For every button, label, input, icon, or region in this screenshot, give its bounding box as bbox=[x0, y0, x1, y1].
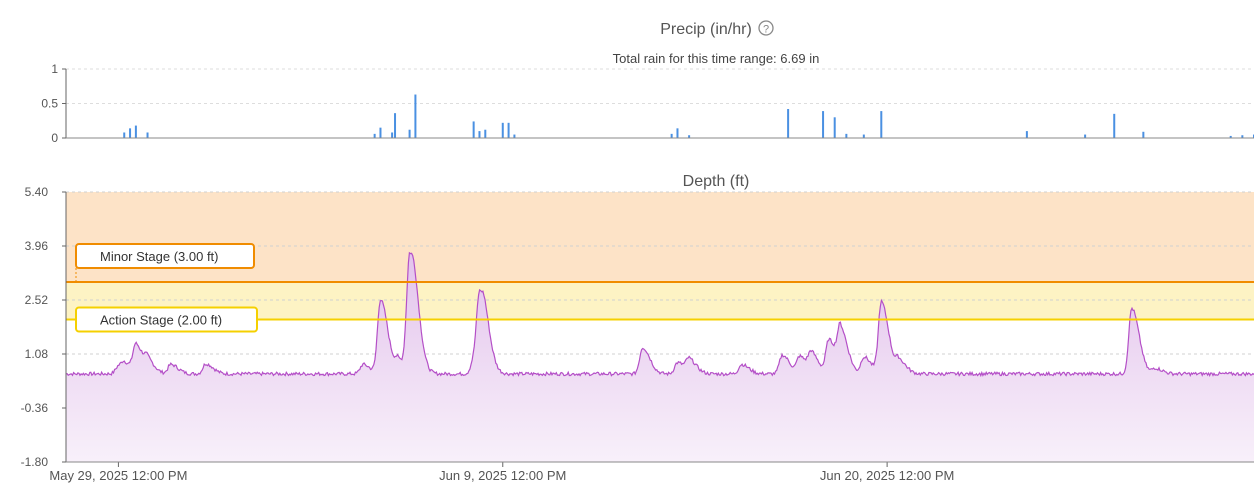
precip-bar bbox=[862, 134, 865, 138]
precip-bar bbox=[134, 125, 137, 138]
depth-y-axis: -1.80 -0.36 1.08 2.52 3.96 5.40 bbox=[21, 185, 66, 469]
depth-y-tick-label: -0.36 bbox=[21, 401, 49, 415]
depth-series-line bbox=[65, 251, 1254, 378]
minor-stage-label-frame bbox=[75, 243, 255, 269]
precip-bar bbox=[129, 128, 132, 138]
precip-bar bbox=[391, 132, 394, 138]
precip-chart: Precip (in/hr) ? Total rain for this tim… bbox=[41, 20, 1254, 145]
depth-area-fill bbox=[66, 252, 1254, 462]
precip-y-tick-label: 1 bbox=[51, 62, 58, 76]
precip-bar bbox=[373, 133, 376, 138]
precip-bar bbox=[1229, 135, 1232, 138]
precip-bar bbox=[822, 111, 825, 138]
depth-x-tick-label: Jun 20, 2025 12:00 PM bbox=[820, 468, 954, 483]
precip-bar bbox=[676, 128, 679, 138]
precip-bar bbox=[880, 111, 883, 138]
precip-bar bbox=[845, 133, 848, 138]
help-icon-glyph: ? bbox=[763, 24, 769, 36]
precip-bar bbox=[1142, 131, 1145, 138]
action-stage-label-frame bbox=[75, 306, 258, 333]
precip-bar bbox=[1025, 131, 1028, 138]
precip-grid bbox=[66, 68, 1254, 104]
depth-y-tick-label: 1.08 bbox=[25, 347, 49, 361]
depth-y-tick-label: 2.52 bbox=[25, 293, 49, 307]
precip-bar bbox=[472, 121, 475, 138]
stage-lines: Minor Stage (3.00 ft) Action Stage (2.00 … bbox=[66, 243, 1254, 333]
help-icon[interactable]: ? bbox=[758, 20, 774, 36]
precip-y-axis: 00.51 bbox=[41, 62, 66, 145]
depth-x-tick-label: Jun 9, 2025 12:00 PM bbox=[439, 468, 566, 483]
precip-y-tick-label: 0 bbox=[51, 131, 58, 145]
precip-bar bbox=[513, 134, 516, 138]
precip-subtitle: Total rain for this time range: 6.69 in bbox=[613, 51, 820, 66]
precip-bar bbox=[408, 129, 411, 138]
depth-x-tick-label: May 29, 2025 12:00 PM bbox=[49, 468, 187, 483]
stage-bands bbox=[66, 192, 1254, 320]
action-stage-label: Action Stage (2.00 ft) bbox=[100, 313, 222, 328]
depth-series bbox=[65, 251, 1254, 462]
precip-bar bbox=[394, 113, 397, 138]
depth-y-tick-label: 5.40 bbox=[25, 185, 49, 199]
precip-bar bbox=[379, 127, 382, 138]
precip-bar bbox=[1084, 134, 1087, 138]
precip-bar bbox=[123, 132, 126, 138]
precip-bar bbox=[478, 131, 481, 138]
action-stage-band bbox=[66, 282, 1254, 320]
precip-bar bbox=[484, 129, 487, 138]
depth-y-tick-label: -1.80 bbox=[21, 455, 49, 469]
minor-stage-band bbox=[66, 192, 1254, 282]
precip-y-tick-label: 0.5 bbox=[41, 97, 58, 111]
minor-stage-label-box[interactable]: Minor Stage (3.00 ft) bbox=[75, 243, 255, 269]
precip-bar bbox=[1241, 135, 1244, 138]
precip-bar bbox=[833, 117, 836, 138]
minor-stage-label: Minor Stage (3.00 ft) bbox=[100, 249, 219, 264]
depth-x-axis: May 29, 2025 12:00 PM Jun 9, 2025 12:00 P… bbox=[49, 462, 954, 483]
precip-bar bbox=[670, 133, 673, 138]
precip-bars bbox=[123, 94, 1254, 138]
precip-bar bbox=[787, 109, 790, 138]
depth-y-tick-label: 3.96 bbox=[25, 239, 49, 253]
precip-bar bbox=[501, 122, 504, 138]
action-stage-label-box[interactable]: Action Stage (2.00 ft) bbox=[75, 306, 258, 333]
precip-bar bbox=[1113, 113, 1116, 138]
help-icon-circle bbox=[758, 20, 774, 36]
precip-bar bbox=[414, 94, 417, 138]
precip-bar bbox=[688, 135, 691, 138]
depth-title: Depth (ft) bbox=[683, 173, 750, 190]
precip-bar bbox=[146, 132, 149, 138]
precip-title: Precip (in/hr) bbox=[660, 21, 752, 38]
precip-bar bbox=[507, 122, 510, 138]
depth-chart: Depth (ft) Minor Stage (3.00 ft) Action S… bbox=[21, 173, 1254, 483]
